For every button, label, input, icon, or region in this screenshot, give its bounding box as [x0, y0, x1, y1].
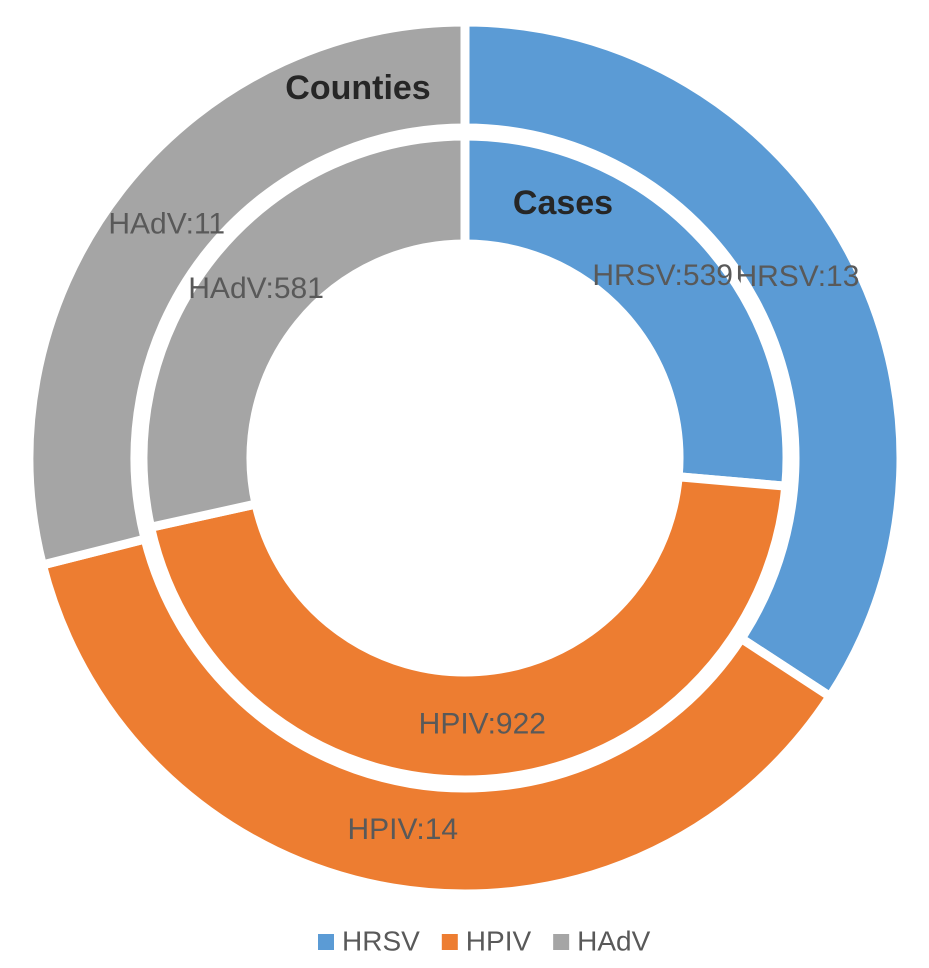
donut-segment — [36, 533, 837, 899]
donut-segment — [460, 17, 906, 703]
legend-label: HPIV — [466, 925, 532, 956]
legend-swatch — [553, 934, 570, 950]
data-label: HAdV:11 — [108, 208, 225, 241]
donut-segment — [138, 131, 470, 533]
data-label: HPIV:14 — [347, 813, 458, 846]
data-label: HPIV:922 — [419, 707, 546, 740]
ring-name: Cases — [513, 184, 613, 222]
ring-name: Counties — [285, 69, 430, 107]
donut-segment — [24, 17, 470, 571]
legend-label: HAdV — [577, 925, 650, 956]
legend-swatch — [441, 934, 458, 950]
data-label: HAdV:581 — [188, 272, 324, 305]
data-label: HRSV:13 — [735, 260, 859, 293]
donut-segment — [145, 471, 791, 785]
legend-label: HRSV — [342, 925, 420, 956]
data-label: HRSV:539 — [592, 259, 733, 292]
donut-segment — [460, 131, 792, 492]
legend-swatch — [318, 934, 334, 950]
